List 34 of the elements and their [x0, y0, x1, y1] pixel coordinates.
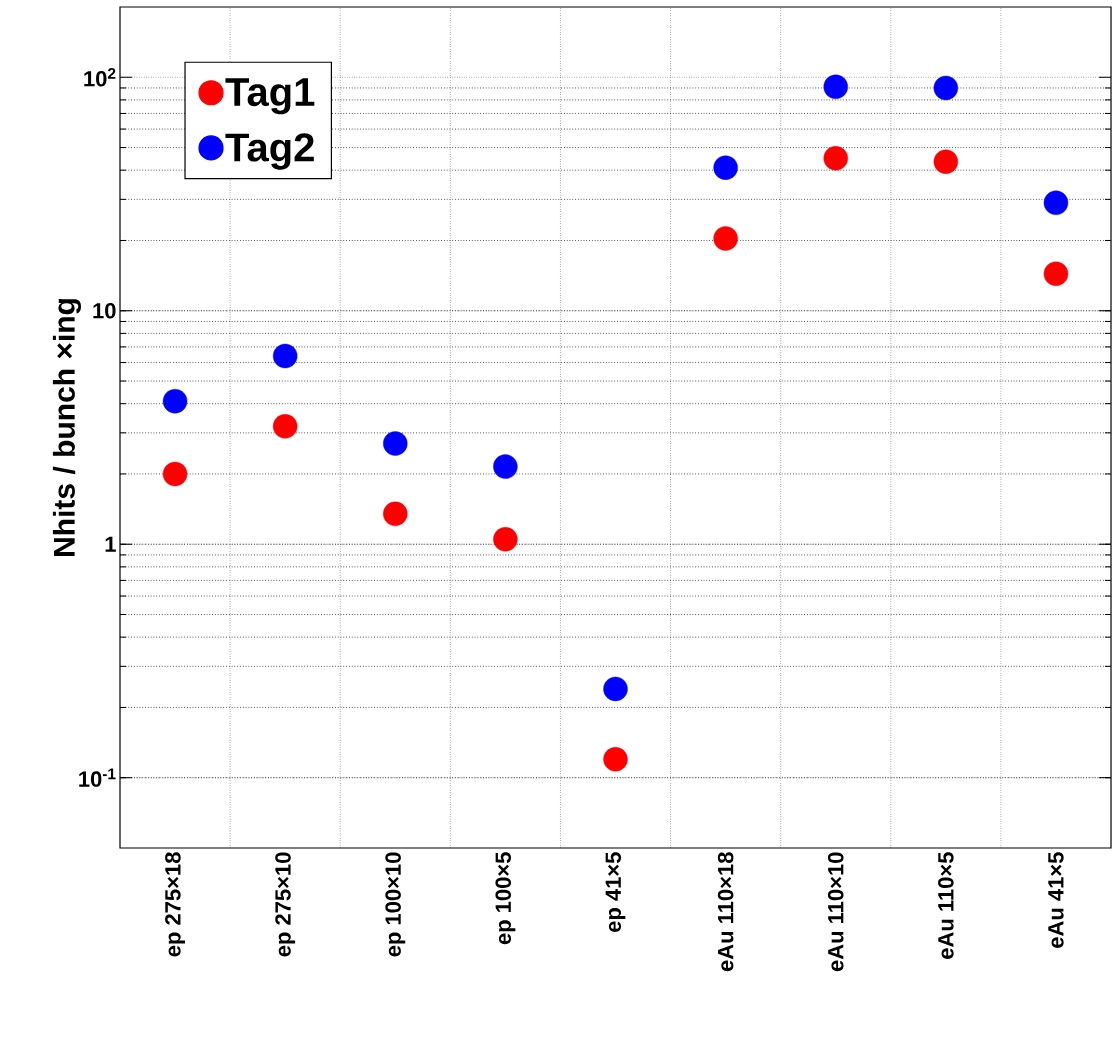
- x-tick-label: eAu 110×5: [938, 852, 954, 959]
- point: [162, 388, 188, 414]
- x-tick-label: eAu 110×10: [827, 852, 844, 972]
- x-tick-label: ep 100×5: [495, 852, 516, 945]
- x-tick-label: ep 41×5: [605, 852, 626, 932]
- point: [272, 343, 298, 369]
- point: [162, 461, 188, 487]
- y-tick-label: 10$^{2}$: [84, 68, 116, 87]
- x-tick-label: ep 275×10: [275, 852, 296, 957]
- point: [933, 149, 959, 174]
- point: [383, 431, 408, 456]
- y-tick-label: 1: [105, 536, 116, 552]
- point: [823, 146, 848, 171]
- y-tick-label: 10: [93, 302, 116, 319]
- point: [493, 527, 518, 552]
- y-tick-label: 10$^{-1}$: [79, 768, 116, 787]
- x-tick-label: ep 100×10: [385, 852, 406, 957]
- x-tick-label: eAu 110×18: [717, 852, 734, 972]
- point: [823, 74, 848, 100]
- x-tick-label: ep 275×18: [165, 852, 186, 957]
- point: [713, 226, 738, 251]
- point: [493, 454, 518, 479]
- point: [1043, 190, 1069, 215]
- point: [933, 75, 959, 101]
- y-axis-title: Nhits / bunch ×ing: [52, 299, 81, 556]
- point: [603, 747, 628, 772]
- legend-label: Tag2: [225, 133, 314, 170]
- point: [1043, 261, 1069, 286]
- point: [603, 676, 628, 702]
- legend-label: Tag1: [225, 78, 315, 115]
- point: [383, 501, 408, 526]
- x-tick-label: eAu 41×5: [1048, 852, 1064, 948]
- point: [272, 414, 298, 439]
- point: [713, 155, 738, 180]
